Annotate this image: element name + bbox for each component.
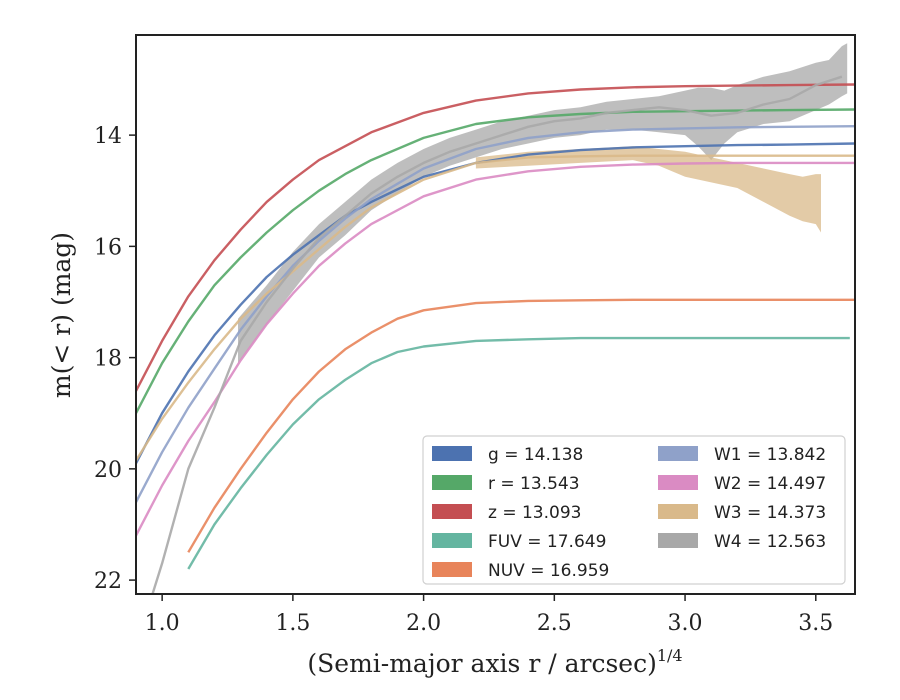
legend-entry-w3: W3 = 14.373 <box>714 503 826 523</box>
x-axis-title: (Semi-major axis r / arcsec)1/4 <box>307 646 682 678</box>
legend-swatch-r <box>432 475 472 490</box>
y-axis-title: m(< r) (mag) <box>47 232 76 398</box>
series-line-w3 <box>136 154 855 462</box>
series-line-z <box>136 83 855 392</box>
x-axis-title-superscript: 1/4 <box>657 646 683 665</box>
band-w3 <box>475 146 821 233</box>
legend-entry-r: r = 13.543 <box>488 474 580 494</box>
y-tick-label: 14 <box>94 124 122 149</box>
x-axis-title-main: (Semi-major axis r / arcsec) <box>307 649 656 678</box>
series-line-w4 <box>151 75 843 594</box>
y-tick-label: 22 <box>94 569 122 594</box>
y-tick-label: 18 <box>94 347 122 372</box>
legend-entry-w2: W2 = 14.497 <box>714 474 826 494</box>
legend-swatch-fuv <box>432 533 472 548</box>
series-line-g <box>136 142 855 464</box>
x-axis: 1.0 1.5 2.0 2.5 3.0 3.5 <box>145 594 833 636</box>
x-tick-label: 1.0 <box>145 611 180 636</box>
x-tick-label: 3.5 <box>798 611 833 636</box>
legend: g = 14.138 r = 13.543 z = 13.093 FUV = 17.6… <box>422 435 846 585</box>
x-tick-label: 3.0 <box>668 611 703 636</box>
legend-swatch-nuv <box>432 562 472 577</box>
legend-swatch-w3 <box>658 504 698 519</box>
legend-swatch-w1 <box>658 446 698 461</box>
legend-entry-nuv: NUV = 16.959 <box>488 561 609 581</box>
series-line-fuv <box>187 336 850 570</box>
plot-frame <box>135 34 856 595</box>
legend-swatch-g <box>432 446 472 461</box>
legend-swatch-w4 <box>658 533 698 548</box>
band-w4 <box>238 43 848 364</box>
legend-entry-z: z = 13.093 <box>488 503 581 523</box>
y-axis: 14 16 18 20 22 <box>94 124 136 594</box>
legend-box <box>422 435 846 585</box>
series-lines <box>136 75 855 594</box>
legend-entry-fuv: FUV = 17.649 <box>488 532 606 552</box>
series-line-w2 <box>136 161 855 537</box>
legend-entry-w1: W1 = 13.842 <box>714 445 826 465</box>
series-line-w1 <box>136 125 855 503</box>
legend-swatch-z <box>432 504 472 519</box>
y-tick-label: 20 <box>94 458 122 483</box>
legend-entry-w4: W4 = 12.563 <box>714 532 826 552</box>
confidence-bands <box>238 43 848 364</box>
legend-swatch-w2 <box>658 475 698 490</box>
x-tick-label: 1.5 <box>275 611 310 636</box>
series-line-nuv <box>187 298 855 553</box>
y-tick-label: 16 <box>94 235 122 260</box>
legend-entry-g: g = 14.138 <box>488 445 583 465</box>
x-tick-label: 2.0 <box>406 611 441 636</box>
x-tick-label: 2.5 <box>537 611 572 636</box>
